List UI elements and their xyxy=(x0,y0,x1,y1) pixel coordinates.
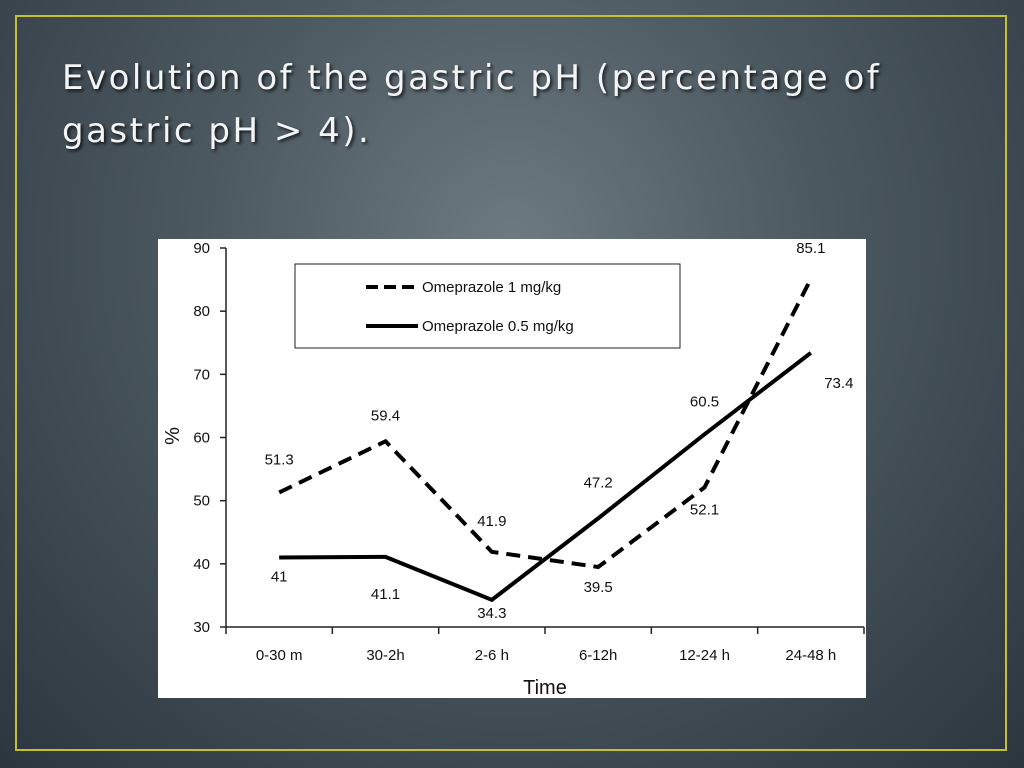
x-tick-label: 6-12h xyxy=(579,647,617,664)
y-tick-label: 50 xyxy=(193,493,210,510)
slide-title: Evolution of the gastric pH (percentage … xyxy=(62,58,882,151)
x-tick-label: 2-6 h xyxy=(475,647,509,664)
line-chart: 30 40 50 60 70 80 90 0-30 m 30-2h 2-6 h 6-12h 12-24… xyxy=(162,240,865,698)
y-axis-title: % xyxy=(162,427,184,445)
legend-label-omeprazole-1: Omeprazole 1 mg/kg xyxy=(422,279,561,296)
chart-data-labels: 51.3 59.4 41.9 39.5 52.1 85.1 41 41.1 34.3 47.2 60… xyxy=(265,240,854,622)
series-line-omeprazole-05 xyxy=(279,351,813,603)
legend-box xyxy=(294,263,681,349)
data-label-omeprazole-05: 60.5 xyxy=(690,393,719,410)
legend-label-omeprazole-05: Omeprazole 0.5 mg/kg xyxy=(422,318,574,335)
x-tick-label: 0-30 m xyxy=(256,647,303,664)
slide-frame xyxy=(15,15,1007,751)
chart-legend: Omeprazole 1 mg/kg Omeprazole 0.5 mg/kg xyxy=(294,263,681,349)
data-label-omeprazole-05: 73.4 xyxy=(824,375,853,392)
data-label-omeprazole-05: 47.2 xyxy=(584,474,613,491)
data-label-omeprazole-1: 52.1 xyxy=(690,501,719,518)
x-tick-label: 24-48 h xyxy=(785,647,836,664)
data-label-omeprazole-1: 85.1 xyxy=(796,240,825,257)
y-tick-label: 30 xyxy=(193,619,210,636)
data-label-omeprazole-1: 41.9 xyxy=(477,513,506,530)
y-tick-label: 80 xyxy=(193,303,210,320)
y-tick-label: 40 xyxy=(193,556,210,573)
data-label-omeprazole-05: 34.3 xyxy=(477,605,506,622)
chart-series xyxy=(278,278,813,603)
y-tick-label: 90 xyxy=(193,240,210,257)
y-tick-label: 60 xyxy=(193,430,210,447)
data-label-omeprazole-1: 51.3 xyxy=(265,451,294,468)
y-tick-label: 70 xyxy=(193,366,210,383)
data-label-omeprazole-05: 41.1 xyxy=(371,586,400,603)
series-line-omeprazole-1 xyxy=(278,278,813,570)
x-axis-title: Time xyxy=(523,677,567,698)
x-tick-label: 30-2h xyxy=(366,647,404,664)
chart-panel: 30 40 50 60 70 80 90 0-30 m 30-2h 2-6 h 6-12h 12-24… xyxy=(158,239,866,698)
chart-axes: 30 40 50 60 70 80 90 0-30 m 30-2h 2-6 h 6-12h 12-24… xyxy=(193,240,865,664)
data-label-omeprazole-1: 39.5 xyxy=(584,579,613,596)
data-label-omeprazole-05: 41 xyxy=(271,569,288,586)
data-label-omeprazole-1: 59.4 xyxy=(371,407,400,424)
x-tick-label: 12-24 h xyxy=(679,647,730,664)
